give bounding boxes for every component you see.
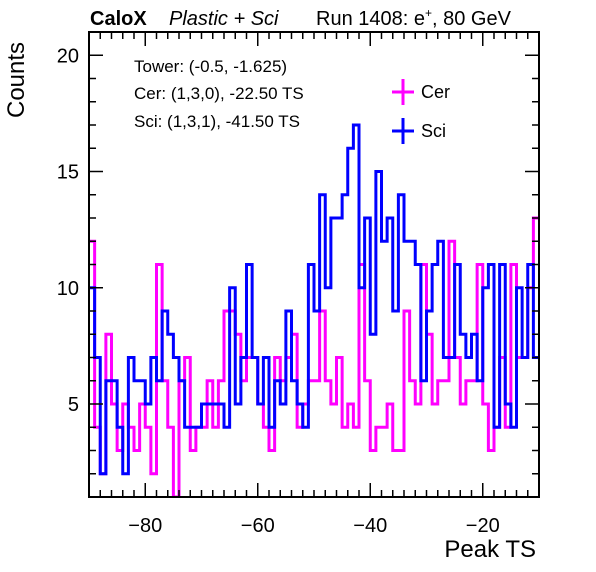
header-run: Run 1408: e+, 80 GeV — [316, 6, 512, 30]
info-tower: Tower: (-0.5, -1.625) — [134, 57, 287, 76]
series-line-sci — [89, 123, 539, 476]
header-run-prefix: Run 1408: e — [316, 8, 425, 30]
tick-layer: −80 −60 −40 −20 5 10 15 20 — [57, 31, 540, 537]
y-tick-label: 15 — [57, 162, 79, 184]
y-tick-label: 10 — [57, 278, 79, 300]
info-sci: Sci: (1,3,1), -41.50 TS — [134, 112, 300, 131]
legend-label-cer: Cer — [421, 82, 450, 102]
x-tick-label: −20 — [466, 515, 500, 537]
series-layer — [89, 123, 539, 497]
y-axis-label: Counts — [3, 42, 30, 118]
y-tick-label: 5 — [68, 394, 79, 416]
x-tick-label: −40 — [353, 515, 387, 537]
header-run-sup: + — [425, 6, 432, 20]
header-brand: CaloX — [90, 8, 147, 30]
legend-entry-cer: Cer — [392, 79, 450, 105]
legend: Cer Sci — [392, 79, 450, 144]
y-tick-label: 20 — [57, 45, 79, 67]
legend-entry-sci: Sci — [392, 118, 446, 144]
header-subtitle: Plastic + Sci — [169, 8, 279, 30]
x-tick-label: −80 — [128, 515, 162, 537]
header-run-suffix: , 80 GeV — [432, 8, 512, 30]
x-axis-label: Peak TS — [444, 536, 536, 563]
x-tick-label: −60 — [241, 515, 275, 537]
legend-label-sci: Sci — [421, 121, 446, 141]
info-cer: Cer: (1,3,0), -22.50 TS — [134, 84, 304, 103]
